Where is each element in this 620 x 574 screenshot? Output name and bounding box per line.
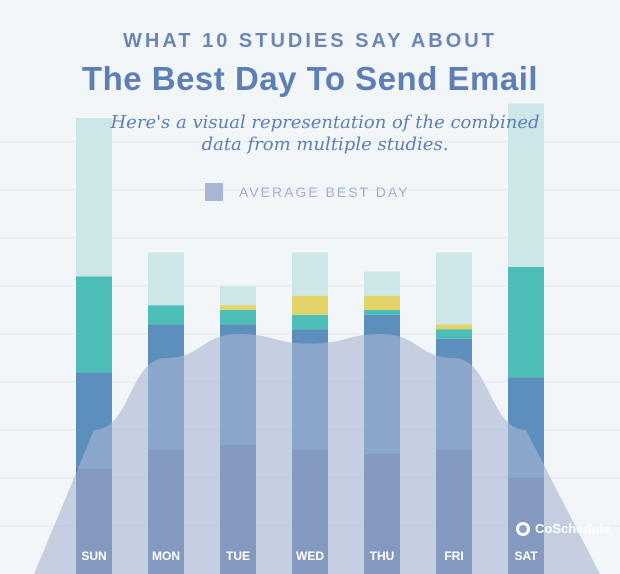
bar-segment-tue-yellow — [220, 305, 256, 310]
bar-segment-fri-teal — [436, 329, 472, 339]
brand-watermark: CoSchedule — [516, 521, 610, 536]
day-label-fri: FRI — [444, 549, 463, 563]
bar-segment-sat-light — [508, 103, 544, 267]
page-title: The Best Day To Send Email — [81, 60, 539, 97]
bar-segment-wed-yellow — [292, 295, 328, 315]
average-best-day-area-group — [34, 334, 600, 574]
bar-segment-thu-teal — [364, 310, 400, 315]
kicker-title: WHAT 10 STUDIES SAY ABOUT — [123, 30, 497, 52]
brand-name: CoSchedule — [535, 521, 611, 536]
day-label-mon: MON — [152, 549, 180, 563]
coschedule-logo-icon — [516, 521, 530, 536]
bar-segment-fri-yellow — [436, 324, 472, 330]
bar-segment-fri-light — [436, 252, 472, 325]
day-label-sat: SAT — [514, 549, 538, 563]
subtitle: Here's a visual representation of the co… — [110, 112, 540, 155]
day-labels-group: SUN MON TUE WED THU FRI SAT — [81, 549, 538, 563]
legend-label: AVERAGE BEST DAY — [239, 184, 410, 200]
bar-segment-mon-teal — [148, 305, 184, 325]
bar-segment-mon-light — [148, 252, 184, 306]
bar-segment-tue-light — [220, 286, 256, 306]
bar-segment-thu-yellow — [364, 295, 400, 310]
day-label-thu: THU — [370, 549, 395, 563]
bar-segment-sun-teal — [76, 276, 112, 373]
bar-segment-sat-teal — [508, 266, 544, 378]
bar-segment-thu-light — [364, 271, 400, 296]
bar-segment-wed-light — [292, 252, 328, 296]
bar-segment-tue-teal — [220, 310, 256, 325]
legend-swatch — [205, 183, 223, 201]
bar-segment-sun-light — [76, 118, 112, 277]
day-label-sun: SUN — [81, 549, 106, 563]
average-best-day-area — [34, 334, 600, 574]
legend: AVERAGE BEST DAY — [205, 181, 410, 203]
day-label-tue: TUE — [226, 549, 250, 563]
bar-segment-wed-teal — [292, 314, 328, 330]
day-label-wed: WED — [296, 549, 324, 563]
